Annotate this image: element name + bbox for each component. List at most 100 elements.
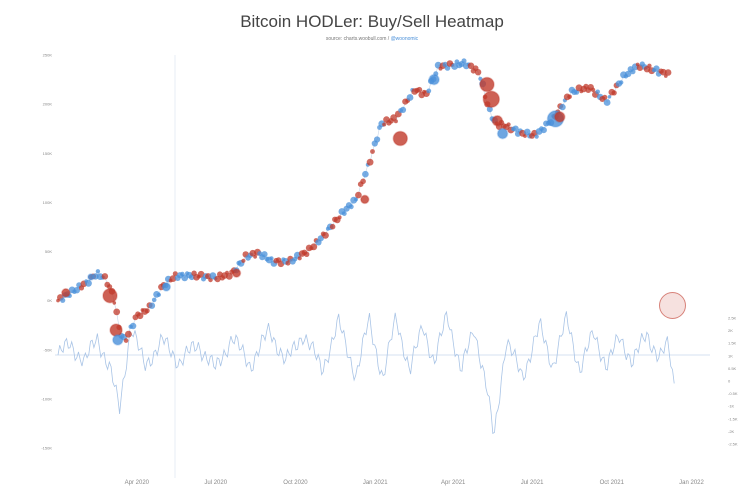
marker-bubble [554, 111, 566, 123]
source-handle-link[interactable]: @woonomic [390, 36, 419, 42]
y-left-tick-label: 50K [45, 249, 52, 254]
price-dot [512, 125, 519, 132]
price-dot [269, 256, 274, 261]
price-dot [625, 70, 632, 78]
y-right-tick-label: 1.5K [728, 341, 737, 346]
y-left-tick-label: -150K [41, 446, 52, 451]
price-dot [60, 297, 66, 303]
x-tick-label: Jul 2020 [204, 480, 227, 486]
price-dot [112, 301, 117, 305]
price-dot [426, 88, 432, 94]
price-dot [374, 136, 381, 143]
y-right-tick-label: -1K [728, 404, 735, 409]
price-dot [101, 273, 109, 280]
y-left-tick-label: 150K [43, 151, 53, 156]
price-dot [85, 279, 92, 287]
price-dot [197, 270, 205, 278]
x-axis: Apr 2020 Jul 2020 Oct 2020 Jan 2021 Apr 2021… [125, 480, 705, 486]
price-dot [382, 122, 387, 127]
x-tick-label: Apr 2021 [441, 480, 466, 486]
x-tick-label: Jan 2022 [679, 480, 704, 486]
y-right-tick-label: -1.5K [728, 416, 738, 421]
marker-bubble [61, 288, 71, 298]
y-right-tick-label: 0 [728, 379, 731, 384]
marker-bubble [659, 292, 686, 319]
marker-bubble [87, 273, 95, 281]
y-right-tick-label: 1K [728, 353, 733, 358]
price-dot [653, 65, 660, 72]
price-dot [559, 103, 566, 111]
marker-bubble [392, 130, 409, 147]
price-dot [225, 273, 233, 280]
price-dot [660, 68, 667, 76]
y-right-tick-label: 0.5K [728, 366, 737, 371]
price-dot [156, 292, 161, 297]
y-right-tick-label: 2K [728, 328, 733, 333]
price-dot [241, 258, 246, 263]
marker-bubble [161, 282, 172, 292]
price-dot [595, 89, 600, 95]
price-dot [92, 273, 99, 280]
price-dot [136, 312, 144, 320]
price-dot [534, 134, 539, 139]
price-dot [360, 178, 366, 185]
price-dot [664, 69, 672, 76]
price-dot [474, 69, 482, 76]
y-right-tick-label: -0.5K [728, 391, 738, 396]
y-right-tick-label: -2.5K [728, 442, 738, 447]
price-dot [129, 322, 137, 330]
price-dot [253, 254, 257, 259]
price-dot [73, 287, 81, 294]
price-dot [399, 106, 407, 113]
price-dot [486, 106, 493, 113]
price-dot [172, 271, 178, 277]
price-dot [590, 87, 596, 93]
price-dot [603, 99, 611, 106]
price-dot [348, 204, 354, 210]
y-right-tick-label: 2.5K [728, 316, 737, 321]
marker-bubble [479, 76, 495, 93]
source-prefix: source: charts.woobull.com / [325, 36, 390, 42]
price-dot [523, 134, 527, 138]
marker-bubble [496, 127, 509, 140]
price-dot [355, 191, 362, 199]
price-dot [461, 58, 467, 64]
price-dot [341, 211, 347, 217]
price-dot [416, 86, 423, 93]
price-dot [574, 89, 580, 95]
price-dot [261, 251, 268, 258]
price-dot [329, 223, 336, 230]
marker-bubbles [61, 73, 686, 346]
price-dot [607, 95, 612, 99]
price-dot [390, 114, 397, 121]
price-dot [148, 302, 156, 309]
x-tick-label: Apr 2020 [125, 480, 150, 486]
y-left-tick-label: 100K [43, 200, 53, 205]
y-left-tick-label: 0K [47, 298, 52, 303]
marker-bubble [109, 323, 123, 337]
y-right-tick-label: -2K [728, 429, 735, 434]
price-dot [107, 284, 113, 290]
price-dot [406, 94, 414, 101]
price-dot [393, 119, 398, 124]
marker-bubble [112, 334, 124, 346]
price-dot [337, 215, 342, 220]
y-left-tick-label: 250K [43, 53, 53, 58]
price-dot [647, 63, 652, 68]
price-dot [317, 235, 324, 242]
marker-bubble [102, 287, 118, 304]
x-tick-label: Oct 2021 [600, 480, 625, 486]
price-dot [630, 69, 636, 75]
price-dot [310, 243, 318, 251]
price-dot [169, 275, 177, 282]
price-dot [123, 338, 129, 343]
price-dot [506, 122, 511, 127]
price-dot [285, 260, 291, 266]
price-dot [144, 308, 150, 314]
price-dot [151, 297, 157, 303]
x-tick-label: Jul 2021 [521, 480, 544, 486]
chart-title: Bitcoin HODLer: Buy/Sell Heatmap [240, 12, 504, 31]
marker-bubble [360, 194, 370, 205]
price-dot [540, 127, 547, 134]
